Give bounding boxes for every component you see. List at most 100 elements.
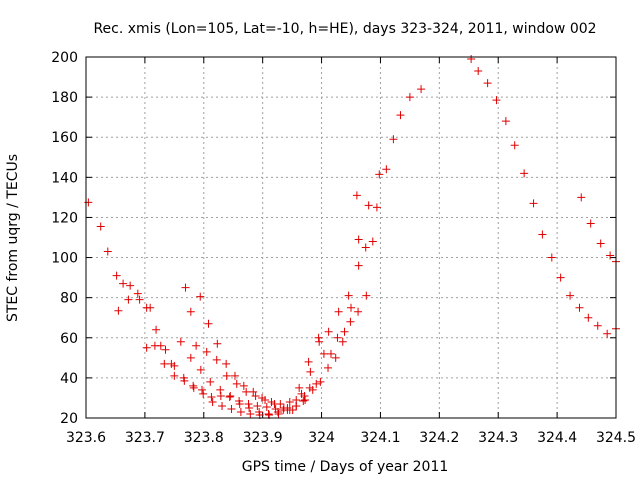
- data-point: [124, 295, 133, 304]
- data-point: [529, 199, 538, 208]
- data-point: [103, 247, 112, 256]
- x-tick-label: 324: [308, 430, 335, 446]
- data-point: [301, 395, 310, 404]
- data-point: [334, 307, 343, 316]
- data-point: [253, 401, 262, 410]
- data-point: [232, 379, 241, 388]
- data-point: [308, 385, 317, 394]
- data-point: [324, 327, 333, 336]
- data-point: [315, 337, 324, 346]
- data-point: [213, 339, 222, 348]
- data-point: [112, 271, 121, 280]
- data-point: [225, 392, 234, 401]
- data-point: [198, 385, 207, 394]
- data-point: [575, 303, 584, 312]
- data-point: [167, 359, 176, 368]
- data-point: [361, 243, 370, 252]
- data-point: [324, 363, 333, 372]
- y-tick-label: 40: [60, 371, 78, 387]
- data-point: [146, 303, 155, 312]
- data-point: [584, 313, 593, 322]
- data-point: [596, 239, 605, 248]
- x-tick-label: 324.2: [419, 430, 459, 446]
- y-tick-label: 160: [51, 130, 78, 146]
- data-point: [216, 385, 225, 394]
- data-point: [242, 387, 251, 396]
- data-point: [226, 391, 235, 400]
- data-point: [262, 402, 271, 411]
- data-point: [319, 349, 328, 358]
- y-tick-label: 100: [51, 251, 78, 267]
- data-point: [181, 283, 190, 292]
- data-point: [364, 201, 373, 210]
- data-point: [246, 409, 255, 418]
- data-point: [160, 359, 169, 368]
- x-tick-label: 323.8: [184, 430, 224, 446]
- data-point: [556, 273, 565, 282]
- data-point: [501, 117, 510, 126]
- data-point: [292, 401, 301, 410]
- data-point: [258, 393, 267, 402]
- data-point: [245, 403, 254, 412]
- data-point: [161, 345, 170, 354]
- x-tick-label: 324.1: [360, 430, 400, 446]
- data-point: [483, 79, 492, 88]
- grid-lines: [86, 57, 616, 418]
- data-point: [375, 170, 384, 179]
- data-point: [603, 329, 612, 338]
- x-tick-label: 323.6: [66, 430, 106, 446]
- data-point: [273, 407, 282, 416]
- data-point: [520, 169, 529, 178]
- data-point: [189, 381, 198, 390]
- data-point: [204, 319, 213, 328]
- data-point: [382, 165, 391, 174]
- data-point: [510, 141, 519, 150]
- data-point: [299, 396, 308, 405]
- data-point: [206, 377, 215, 386]
- data-point: [189, 383, 198, 392]
- data-point: [547, 253, 556, 262]
- data-point: [285, 397, 294, 406]
- data-point: [417, 85, 426, 94]
- x-tick-label: 324.4: [537, 430, 577, 446]
- data-point: [180, 376, 189, 385]
- x-axis-label: GPS time / Days of year 2011: [242, 459, 449, 475]
- data-point: [236, 407, 245, 416]
- x-tick-label: 324.5: [596, 430, 636, 446]
- data-point: [593, 321, 602, 330]
- data-point: [354, 235, 363, 244]
- data-point: [199, 389, 208, 398]
- data-point: [222, 371, 231, 380]
- data-point: [368, 237, 377, 246]
- data-point: [577, 193, 586, 202]
- data-point: [274, 409, 283, 418]
- data-point: [186, 353, 195, 362]
- data-point: [346, 317, 355, 326]
- data-point: [326, 349, 335, 358]
- data-point: [227, 404, 236, 413]
- data-point: [312, 379, 321, 388]
- data-point: [354, 261, 363, 270]
- data-point: [467, 55, 476, 64]
- data-point: [304, 357, 313, 366]
- axis-ticks: 323.6 323.7 323.8 323.9 324 324.1 324.2 324.3 32…: [51, 50, 636, 446]
- y-tick-label: 20: [60, 411, 78, 427]
- data-point: [192, 341, 201, 350]
- data-point: [207, 392, 216, 401]
- data-point: [389, 135, 398, 144]
- data-point: [492, 96, 501, 105]
- data-point: [170, 371, 179, 380]
- y-tick-label: 60: [60, 331, 78, 347]
- data-point: [251, 391, 260, 400]
- data-point: [142, 343, 151, 352]
- data-point: [586, 219, 595, 228]
- data-point: [186, 307, 195, 316]
- y-tick-label: 200: [51, 50, 78, 66]
- data-point: [267, 397, 276, 406]
- data-point: [150, 341, 159, 350]
- data-point: [276, 399, 285, 408]
- data-point: [235, 399, 244, 408]
- data-point: [218, 401, 227, 410]
- data-point: [288, 405, 297, 414]
- data-points: [84, 55, 620, 419]
